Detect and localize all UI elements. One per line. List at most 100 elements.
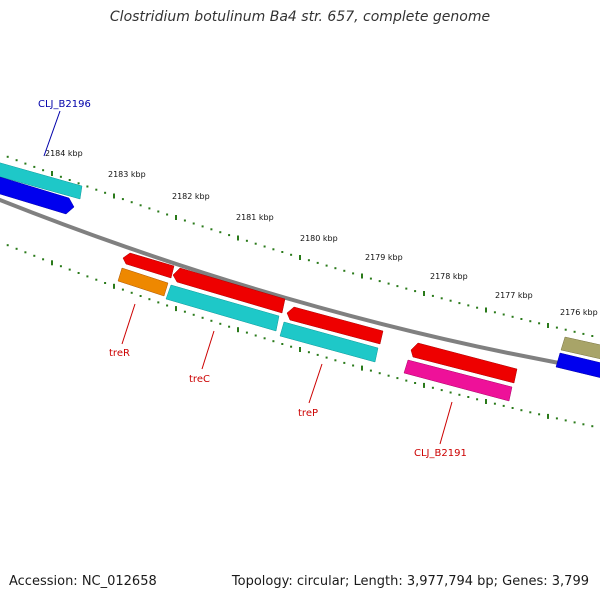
gene-label-clj-b2191[interactable]: CLJ_B2191 [414,448,467,459]
outer-tick [51,171,53,176]
outer-tick [33,165,36,168]
gene-feature-magenta-b2191[interactable] [403,359,513,402]
outer-tick [104,191,107,194]
outer-tick [192,222,195,225]
outer-tick [325,264,328,267]
outer-tick [405,287,408,290]
gene-feature-cyan-trec[interactable] [165,284,280,332]
gene-labels: CLJ_B2196 treR treC treP CLJ_B2191 [38,99,467,459]
gene-feature-red-trec[interactable] [172,267,286,314]
inner-tick [33,254,36,257]
gene-feature-blue-right[interactable] [555,352,600,380]
outer-tick [166,213,169,216]
outer-tick [343,269,346,272]
tick-label: 2177 kbp [495,291,533,300]
inner-tick [485,399,487,404]
inner-tick [263,337,266,340]
gene-feature-red-trer[interactable] [122,252,175,279]
outer-tick [529,320,532,323]
outer-tick [547,323,549,328]
outer-tick [396,285,399,288]
inner-tick [582,423,585,426]
gene-label-trer[interactable]: treR [109,348,130,359]
gene-label-trep[interactable]: treP [298,408,318,419]
gene-label-trec[interactable]: treC [189,374,210,385]
outer-tick [15,159,18,162]
outer-tick [86,185,89,188]
gene-feature-red-b2191[interactable] [410,342,518,384]
outer-tick [307,259,310,262]
outer-tick [467,304,470,307]
tick-label: 2180 kbp [300,234,338,243]
inner-tick [15,247,18,250]
inner-tick [343,361,346,364]
inner-tick [467,396,470,398]
tick-label: 2182 kbp [172,192,210,201]
outer-tick [59,175,62,178]
outer-tick [113,193,115,199]
tick-label: 2183 kbp [108,170,146,179]
outer-tick [440,297,443,300]
tick-label: 2181 kbp [236,213,274,222]
inner-tick [325,356,328,359]
outer-tick [502,313,505,316]
inner-tick [281,343,284,345]
inner-tick [423,382,425,388]
inner-tick [405,379,408,382]
inner-tick [520,409,523,412]
inner-tick [24,251,27,254]
inner-tick [210,319,213,322]
outer-tick [228,234,231,237]
inner-tick [538,413,541,416]
inner-tick [547,413,549,419]
gene-feature-blue[interactable] [0,174,75,215]
inner-tick [387,374,390,377]
inner-tick [51,260,53,266]
inner-tick [529,411,532,414]
gene-feature-olive[interactable] [560,336,600,361]
outer-tick-track [6,155,594,337]
inner-tick [192,313,195,316]
gene-label-clj-b2196[interactable]: CLJ_B2196 [38,99,91,110]
inner-tick [157,301,160,304]
outer-tick [254,242,257,245]
inner-tick [352,364,355,367]
outer-tick [511,315,514,318]
outer-tick [148,207,151,210]
inner-tick [68,268,71,271]
outer-tick [42,169,45,172]
outer-tick [77,182,80,185]
outer-tick [538,322,541,325]
gene-feature-cyan[interactable] [0,160,83,200]
gene-feature-cyan-trep[interactable] [279,321,379,363]
outer-tick [573,330,576,333]
outer-tick [316,261,319,264]
leader-line [121,303,136,345]
gene-feature-red-trep[interactable] [286,306,384,345]
inner-tick [121,288,124,291]
inner-tick [511,407,514,409]
leader-line [201,330,215,370]
inner-tick [104,282,107,284]
outer-tick [24,162,27,165]
outer-tick [555,326,558,329]
inner-tick [493,402,496,405]
inner-tick [228,325,231,328]
outer-tick [272,248,275,251]
inner-tick [396,377,399,380]
outer-tick [591,335,594,337]
tick-labels: 2184 kbp 2183 kbp 2182 kbp 2181 kbp 2180… [45,149,598,317]
gene-feature-orange-trer[interactable] [117,267,169,297]
outer-tick [245,239,248,242]
inner-tick [148,298,151,301]
outer-tick [210,228,213,231]
outer-tick [564,328,567,331]
inner-tick [334,359,337,362]
feature-track [0,160,600,402]
inner-tick [237,327,239,333]
inner-tick [272,340,275,343]
inner-tick [113,283,115,289]
leader-line [308,363,323,404]
outer-tick [183,219,186,222]
